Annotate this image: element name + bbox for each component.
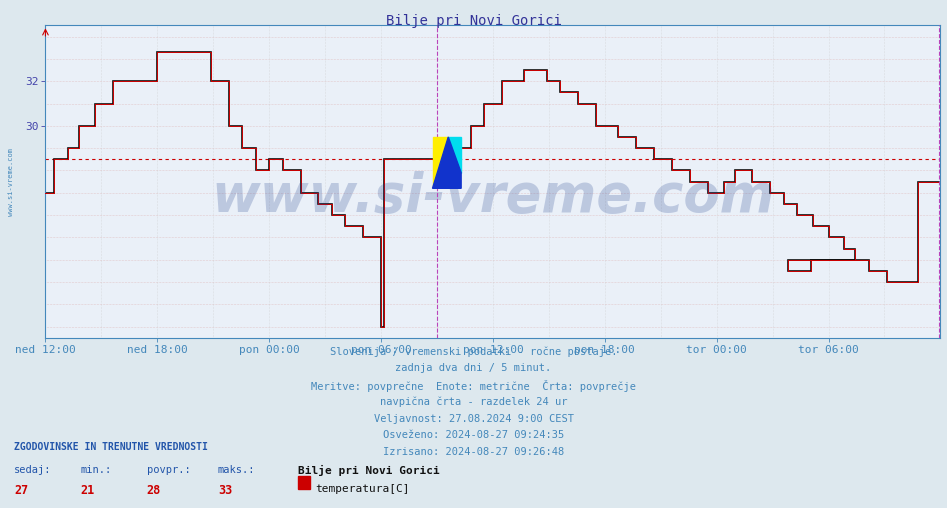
Text: 28: 28: [147, 484, 161, 497]
Text: Bilje pri Novi Gorici: Bilje pri Novi Gorici: [385, 14, 562, 28]
Polygon shape: [433, 137, 461, 188]
Text: temperatura[C]: temperatura[C]: [315, 484, 410, 494]
Text: www.si-vreme.com: www.si-vreme.com: [211, 171, 775, 223]
Text: Meritve: povprečne  Enote: metrične  Črta: povprečje: Meritve: povprečne Enote: metrične Črta:…: [311, 380, 636, 392]
Text: 33: 33: [218, 484, 232, 497]
Text: 21: 21: [80, 484, 95, 497]
Text: min.:: min.:: [80, 465, 112, 475]
Text: Osveženo: 2024-08-27 09:24:35: Osveženo: 2024-08-27 09:24:35: [383, 430, 564, 440]
Text: www.si-vreme.com: www.si-vreme.com: [9, 148, 14, 215]
Text: 27: 27: [14, 484, 28, 497]
Polygon shape: [433, 137, 448, 188]
Text: ZGODOVINSKE IN TRENUTNE VREDNOSTI: ZGODOVINSKE IN TRENUTNE VREDNOSTI: [14, 442, 208, 452]
Text: Veljavnost: 27.08.2024 9:00 CEST: Veljavnost: 27.08.2024 9:00 CEST: [373, 414, 574, 424]
Text: maks.:: maks.:: [218, 465, 256, 475]
Text: navpična črta - razdelek 24 ur: navpična črta - razdelek 24 ur: [380, 397, 567, 407]
Polygon shape: [448, 137, 461, 173]
Text: zadnja dva dni / 5 minut.: zadnja dva dni / 5 minut.: [396, 363, 551, 373]
Text: Izrisano: 2024-08-27 09:26:48: Izrisano: 2024-08-27 09:26:48: [383, 447, 564, 457]
Text: sedaj:: sedaj:: [14, 465, 52, 475]
Text: povpr.:: povpr.:: [147, 465, 190, 475]
Text: Slovenija / vremenski podatki - ročne postaje.: Slovenija / vremenski podatki - ročne po…: [330, 346, 617, 357]
Text: Bilje pri Novi Gorici: Bilje pri Novi Gorici: [298, 465, 440, 476]
